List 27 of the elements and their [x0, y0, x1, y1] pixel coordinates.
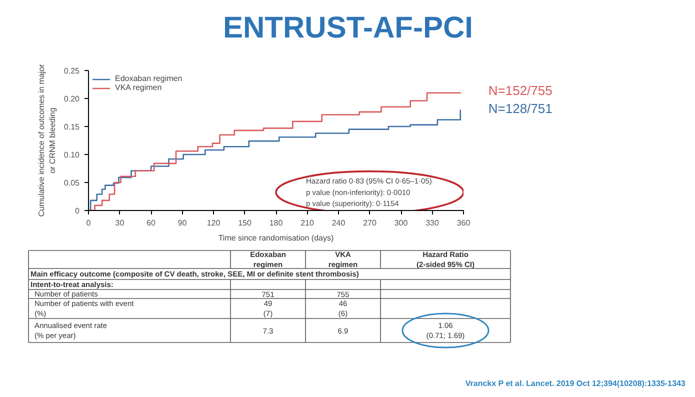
annotation: N=152/755 — [488, 83, 552, 98]
x-tick-label: 60 — [146, 218, 156, 228]
x-tick-label: 90 — [178, 218, 188, 228]
x-tick-label: 330 — [426, 218, 440, 228]
y-tick-label: 0.10 — [64, 150, 80, 160]
chart-title: ENTRUST-AF-PCI — [223, 12, 474, 44]
x-tick-label: 360 — [456, 218, 471, 228]
x-tick-label: 120 — [206, 218, 221, 228]
x-tick-label: 210 — [300, 218, 314, 228]
text: Vranckx P et al. Lancet. 2019 Oct 12;394(10208):1335-1343 — [465, 379, 686, 388]
legend-label: VKA regimen — [115, 83, 162, 92]
annotation: N=128/751 — [488, 100, 552, 116]
y-tick-label: 0.05 — [64, 178, 80, 188]
x-tick-label: 150 — [238, 218, 252, 228]
x-tick-label: 180 — [269, 218, 284, 228]
x-tick-label: 270 — [363, 218, 377, 228]
y-tick-label: 0.20 — [64, 94, 80, 104]
x-tick-label: 0 — [86, 218, 92, 228]
y-tick-label: 0.25 — [64, 66, 80, 76]
x-tick-label: 30 — [115, 218, 125, 228]
x-axis-title: Time since randomisation (days) — [218, 234, 334, 242]
y-axis-title: Cumulative incidence of outcomes in major or CRNM bleeding — [37, 64, 57, 217]
y-tick-label: 0.15 — [64, 122, 80, 132]
x-tick-label: 300 — [394, 218, 408, 228]
x-tick-label: 240 — [332, 218, 346, 228]
y-tick-label: 0 — [75, 206, 80, 216]
legend-label: Edoxaban regimen — [115, 74, 182, 83]
